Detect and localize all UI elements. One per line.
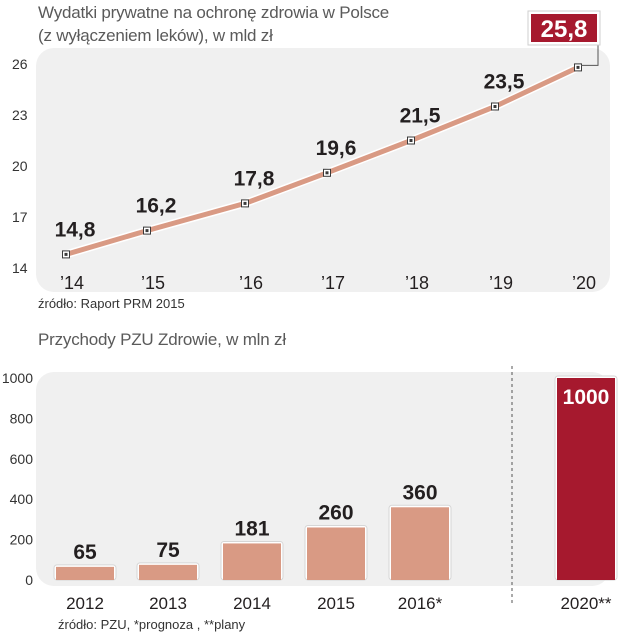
line-x-tick-label: ’16 — [239, 273, 263, 293]
line-x-tick-label: ’18 — [405, 273, 429, 293]
bar-chart-source: źródło: PZU, *prognoza , **plany — [58, 617, 246, 632]
bar — [56, 566, 114, 580]
line-y-tick-label: 23 — [12, 107, 28, 123]
line-data-label: 16,2 — [136, 195, 177, 218]
bar-y-tick-label: 1000 — [2, 370, 33, 386]
last-value-box — [531, 14, 597, 42]
line-chart-subtitle: (z wyłączeniem leków), w mld zł — [38, 26, 273, 45]
bar-x-tick-label: 2015 — [317, 594, 355, 613]
bar-y-tick-label: 800 — [10, 410, 34, 426]
line-data-label: 21,5 — [400, 105, 441, 128]
line-y-tick-label: 17 — [12, 209, 28, 225]
line-point-core — [576, 65, 580, 69]
line-point-core — [145, 229, 149, 233]
bar — [307, 527, 365, 580]
bar-data-label: 360 — [402, 481, 437, 504]
line-data-label: 23,5 — [484, 71, 525, 94]
bar-x-tick-label: 2016* — [398, 594, 443, 613]
line-x-tick-label: ’20 — [572, 273, 596, 293]
line-chart-source: źródło: Raport PRM 2015 — [38, 296, 185, 311]
line-x-tick-label: ’17 — [321, 273, 345, 293]
line-x-tick-label: ’15 — [141, 273, 165, 293]
line-point-core — [243, 201, 247, 205]
line-chart-title: Wydatki prywatne na ochronę zdrowia w Po… — [38, 3, 390, 22]
line-y-tick-label: 26 — [12, 56, 28, 72]
bar — [557, 378, 615, 580]
bar — [139, 564, 197, 580]
line-point-core — [64, 252, 68, 256]
line-y-tick-label: 14 — [12, 260, 28, 276]
bar-chart-panel — [36, 372, 610, 586]
bar-y-tick-label: 0 — [25, 572, 33, 588]
line-point-core — [493, 105, 497, 108]
bar-x-tick-label: 2012 — [66, 594, 104, 613]
bar-chart-title: Przychody PZU Zdrowie, w mln zł — [38, 330, 286, 349]
line-data-label: 14,8 — [55, 218, 96, 241]
bar-data-label: 75 — [156, 539, 180, 562]
bar-data-label: 65 — [73, 541, 97, 564]
bar-y-tick-label: 600 — [10, 451, 34, 467]
line-data-label: 17,8 — [234, 167, 275, 190]
bar — [391, 507, 449, 580]
bar-data-label: 260 — [318, 501, 353, 524]
line-point-core — [325, 171, 329, 175]
line-x-tick-label: ’19 — [489, 273, 513, 293]
line-data-label: 19,6 — [316, 137, 357, 160]
bar-x-tick-label: 2013 — [149, 594, 187, 613]
line-y-tick-label: 20 — [12, 158, 28, 174]
line-x-tick-label: ’14 — [60, 273, 84, 293]
bar-data-label: 181 — [234, 517, 269, 540]
bar — [223, 543, 281, 580]
line-chart: 14 17 20 23 26 ’14 ’15 ’16 ’17 ’18 ’19 ’20 14,8 16,… — [12, 10, 610, 293]
line-point-core — [409, 139, 413, 142]
bar-y-tick-label: 400 — [10, 491, 34, 507]
bar-data-label: 1000 — [563, 386, 610, 409]
bar-x-tick-label: 2014 — [233, 594, 271, 613]
bar-y-tick-label: 200 — [10, 532, 34, 548]
line-data-label: 25,8 — [541, 16, 588, 43]
bar-x-tick-label: 2020** — [560, 594, 611, 613]
